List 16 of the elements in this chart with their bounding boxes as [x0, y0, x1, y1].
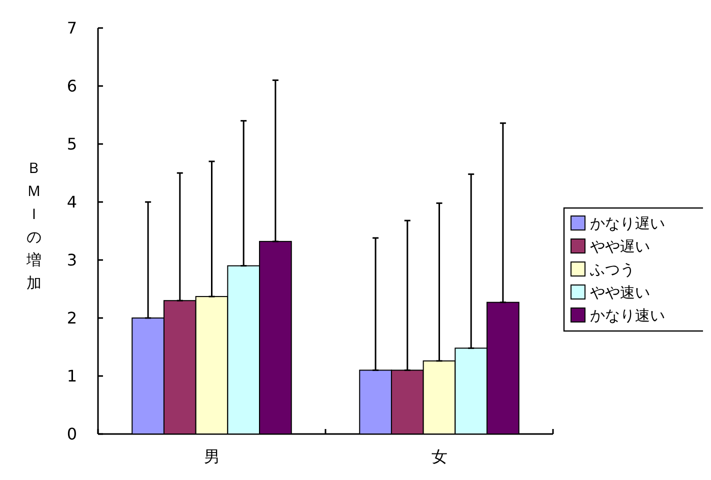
y-tick-label: 1	[66, 366, 78, 386]
y-tick-label: 5	[66, 134, 78, 154]
y-tick-label: 4	[66, 192, 78, 212]
y-tick-label: 7	[66, 18, 78, 38]
legend-label: やや遅い	[590, 237, 650, 256]
y-tick-label: 3	[66, 250, 78, 270]
y-axis-title: ＢＭＩの増加	[26, 159, 42, 292]
legend-label: かなり遅い	[590, 214, 665, 232]
x-tick-label: 女	[431, 447, 448, 466]
y-tick-label: 0	[66, 424, 78, 444]
y-tick-label: 2	[66, 308, 78, 328]
legend-label: ふつう	[589, 260, 635, 278]
x-tick-label: 男	[204, 447, 220, 466]
legend-label: やや速い	[590, 283, 650, 302]
legend-label: かなり速い	[590, 306, 665, 324]
y-tick-label: 6	[66, 76, 78, 96]
